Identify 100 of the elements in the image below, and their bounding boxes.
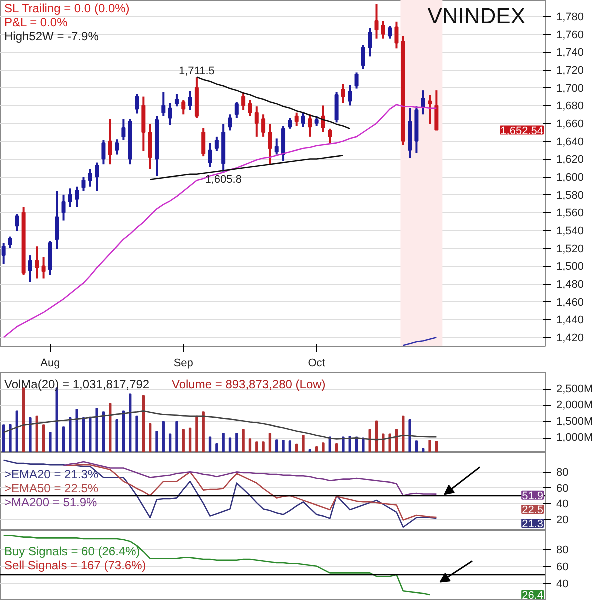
candlestick <box>188 90 192 112</box>
candlestick <box>182 99 186 116</box>
candlestick <box>2 242 6 266</box>
text: >MA200 = 51.9% <box>4 496 98 510</box>
series-label: >EMA50 = 22.5% <box>4 482 99 496</box>
candlestick <box>388 25 392 40</box>
annotation: 1,711.5 <box>179 66 215 78</box>
candlestick <box>202 127 206 158</box>
y-tick-label: 1,680 <box>556 100 584 113</box>
candlestick <box>268 123 272 166</box>
y-tick-label: 1,500M <box>556 416 594 428</box>
candlestick <box>368 27 372 58</box>
text: 26.4 <box>522 590 544 600</box>
y-tick-label: 1,440 <box>556 314 584 327</box>
y-tick-label: 1,580 <box>556 190 584 202</box>
candlestick <box>374 3 379 40</box>
annotation: VolMa(20) = 1,031,817,792 <box>4 378 150 392</box>
candlestick <box>381 20 386 40</box>
y-tick-label: 1,420 <box>556 332 584 345</box>
candlestick <box>228 114 232 132</box>
series-label: Buy Signals = 60 (26.4%) <box>4 544 140 558</box>
line-series <box>3 410 438 441</box>
candlestick <box>308 114 312 138</box>
text: 1,652.54 <box>500 125 544 138</box>
candlestick <box>42 256 46 280</box>
candlestick <box>242 91 246 112</box>
y-tick-label: 1,760 <box>556 29 584 42</box>
candlestick <box>82 176 86 192</box>
candlestick <box>122 118 126 142</box>
text: 22.5 <box>522 504 544 516</box>
x-tick-label: Oct <box>308 358 326 370</box>
x-tick-label: Aug <box>40 358 60 370</box>
candlestick <box>394 20 399 50</box>
y-tick-label: 40 <box>556 578 569 590</box>
line-series <box>63 464 438 521</box>
candlestick <box>15 214 20 232</box>
y-tick-label: 80 <box>556 544 569 556</box>
series-label: >EMA20 = 21.3% <box>4 468 99 482</box>
candlestick <box>361 44 366 70</box>
y-tick-label: 1,660 <box>556 118 584 131</box>
y-tick-label: 1,520 <box>556 243 584 256</box>
candlestick <box>254 106 259 138</box>
y-tick-label: 1,700 <box>556 82 584 95</box>
y-tick-label: 1,740 <box>556 47 584 60</box>
y-tick-label: 40 <box>556 498 569 511</box>
candlestick <box>354 72 359 90</box>
y-tick-label: 1,460 <box>556 296 584 309</box>
candlestick <box>234 101 239 120</box>
candlestick <box>428 94 432 126</box>
candlestick <box>341 83 346 104</box>
x-tick-label: Sep <box>174 358 194 370</box>
candlestick <box>421 90 426 116</box>
candlestick <box>28 254 32 284</box>
annotation: Volume = 893,873,280 (Low) <box>172 378 326 392</box>
y-tick-label: 60 <box>556 482 569 495</box>
chart-title: VNINDEX <box>428 4 526 28</box>
text: 51.9 <box>522 490 544 502</box>
candlestick <box>288 117 292 130</box>
candlestick <box>174 93 179 108</box>
annotation: 1,605.8 <box>205 174 242 186</box>
candlestick <box>302 110 306 128</box>
line-series <box>402 336 438 346</box>
y-tick-label: 60 <box>556 561 569 574</box>
text: 21.3 <box>522 518 544 530</box>
candlestick <box>135 93 140 115</box>
annotation: High52W = -7.9% <box>4 30 100 44</box>
candlestick <box>162 91 166 118</box>
line-series <box>3 534 431 596</box>
candlestick <box>108 118 112 166</box>
y-tick-label: 1,480 <box>556 279 584 292</box>
y-tick-label: 1,600 <box>556 172 584 184</box>
candlestick <box>262 114 266 138</box>
candlestick <box>328 128 332 144</box>
y-tick-label: 1,620 <box>556 154 584 166</box>
candlestick <box>55 190 60 250</box>
annotation: P&L = 0.0% <box>4 16 68 30</box>
line-series <box>3 460 438 528</box>
y-tick-label: 1,780 <box>556 12 584 24</box>
candlestick <box>95 162 100 192</box>
candlestick <box>8 236 12 250</box>
candlestick <box>214 136 219 152</box>
y-tick-label: 2,500M <box>556 383 594 396</box>
y-tick-label: 1,540 <box>556 226 584 238</box>
candlestick <box>321 104 326 134</box>
candlestick <box>294 112 299 128</box>
candlestick <box>168 102 172 126</box>
y-tick-label: 1,640 <box>556 136 584 148</box>
candlestick <box>35 246 40 280</box>
candlestick <box>348 84 352 107</box>
candlestick <box>248 99 252 118</box>
candlestick <box>208 142 212 168</box>
annotation: Sell Signals = 167 (73.6%) <box>4 558 146 572</box>
candlestick <box>68 188 72 208</box>
y-tick-label: 1,560 <box>556 208 584 220</box>
y-tick-label: 1,720 <box>556 65 584 78</box>
candlestick <box>274 138 279 156</box>
y-tick-label: 2,000M <box>556 400 594 412</box>
y-tick-label: 20 <box>556 514 569 526</box>
candlestick <box>75 186 80 208</box>
y-tick-label: 1,000M <box>556 432 594 444</box>
